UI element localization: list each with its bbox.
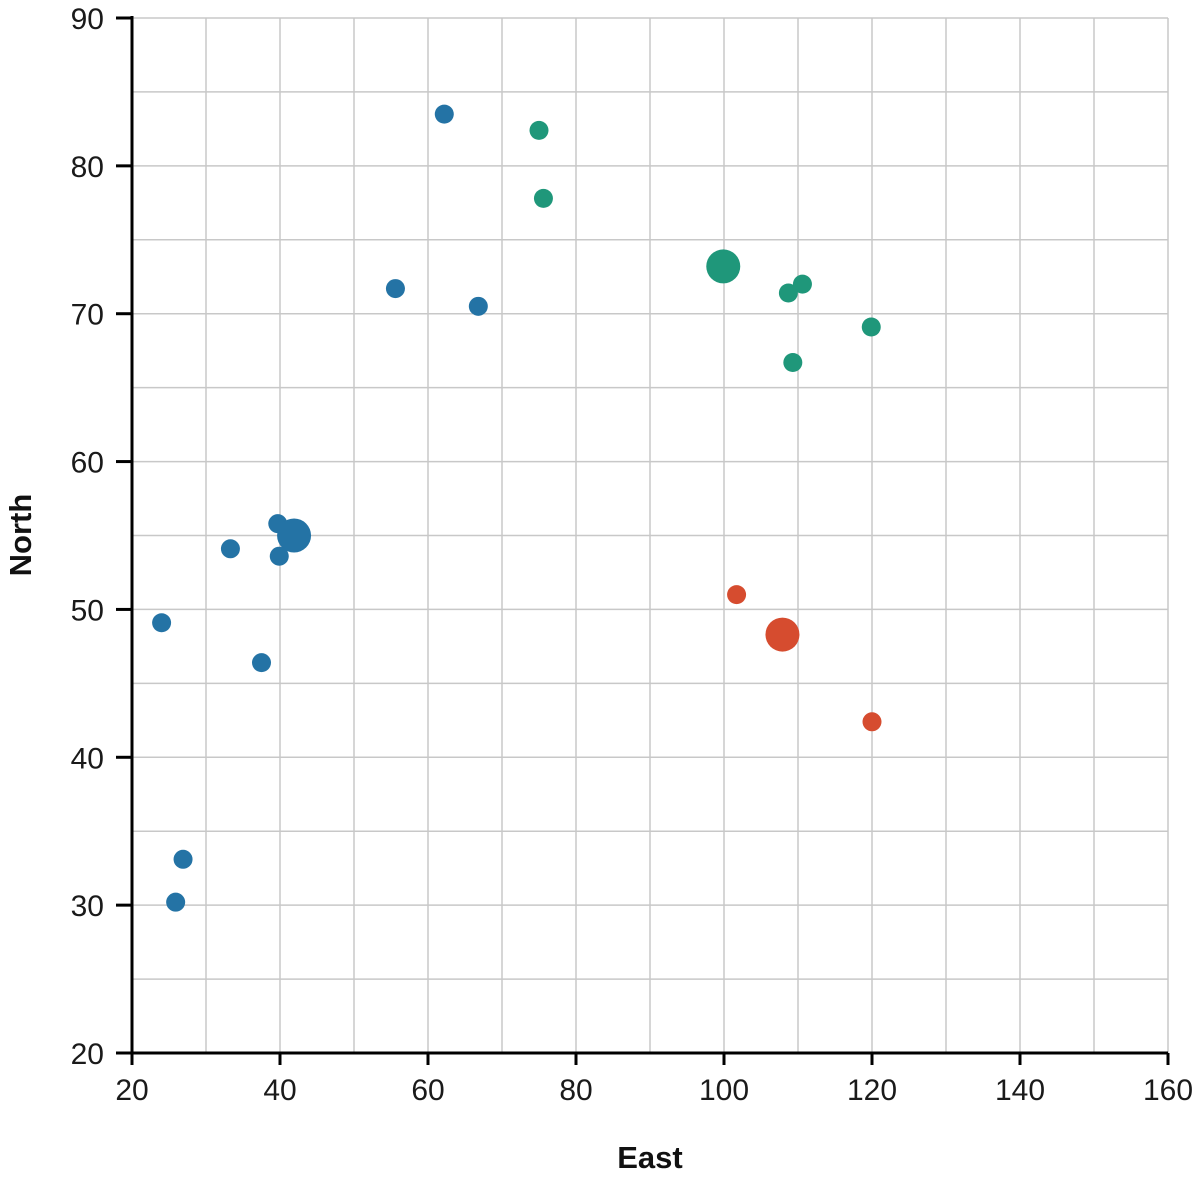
data-point: [727, 585, 747, 605]
data-point: [533, 188, 553, 208]
series-3: [727, 585, 882, 732]
x-tick-label: 40: [263, 1074, 296, 1107]
y-tick-label: 30: [71, 890, 104, 923]
axes: [116, 16, 1170, 1065]
data-point: [765, 617, 800, 652]
y-tick-label: 90: [71, 3, 104, 36]
data-point: [434, 104, 454, 124]
x-tick-label: 160: [1143, 1074, 1193, 1107]
data-point: [792, 274, 812, 294]
data-point: [173, 849, 193, 869]
data-point: [862, 712, 882, 732]
data-point: [468, 296, 488, 316]
x-tick-label: 120: [847, 1074, 897, 1107]
data-point: [706, 249, 741, 284]
series-1: [152, 104, 488, 912]
tick-labels: 20 40 60 80 100 120 140 160 20 30 40 50 60 70 80 90: [71, 3, 1193, 1107]
data-point: [220, 539, 240, 559]
data-point: [252, 653, 271, 673]
y-tick-label: 40: [71, 742, 104, 775]
data-point: [277, 518, 312, 553]
data-point: [783, 353, 803, 373]
y-tick-label: 60: [71, 447, 104, 480]
series-2: [529, 120, 881, 373]
x-axis-title: East: [617, 1140, 682, 1175]
x-tick-label: 20: [115, 1074, 148, 1107]
y-tick-label: 20: [71, 1038, 104, 1071]
data-points: [152, 104, 882, 912]
data-point: [529, 120, 549, 140]
data-point: [385, 279, 405, 299]
data-point: [861, 317, 881, 337]
x-tick-label: 100: [699, 1074, 749, 1107]
x-tick-label: 60: [411, 1074, 444, 1107]
y-tick-label: 70: [71, 299, 104, 332]
data-point: [166, 892, 186, 912]
data-point: [152, 613, 172, 633]
grid: [132, 17, 1169, 1053]
y-tick-label: 80: [71, 151, 104, 184]
y-tick-label: 50: [71, 594, 104, 627]
data-point: [778, 283, 798, 303]
data-point: [269, 546, 289, 566]
y-axis-title: North: [3, 494, 38, 577]
x-tick-label: 140: [995, 1074, 1045, 1107]
x-tick-label: 80: [559, 1074, 592, 1107]
